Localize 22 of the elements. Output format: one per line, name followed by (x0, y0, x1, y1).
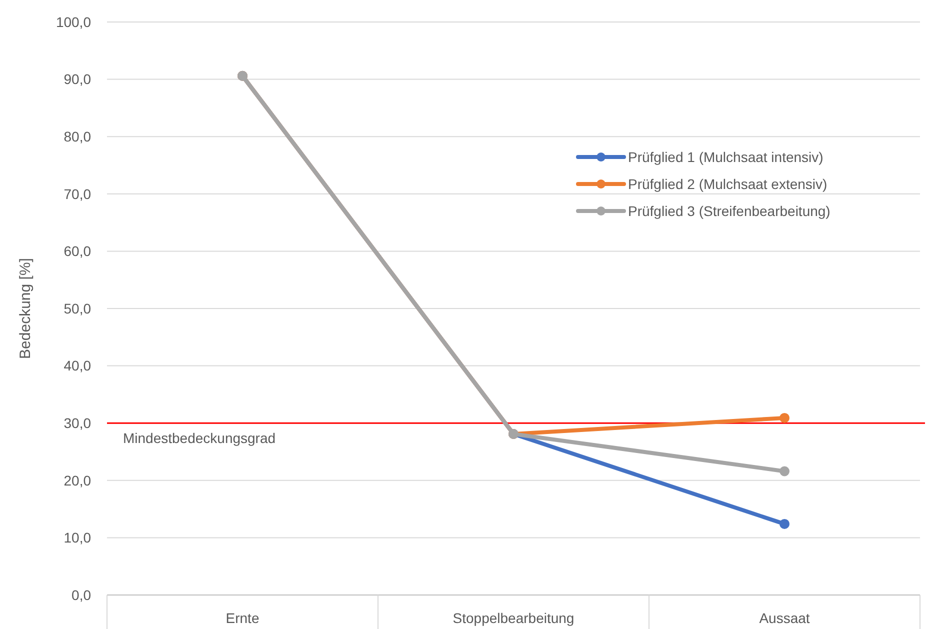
y-axis-title: Bedeckung [%] (17, 258, 34, 359)
legend-label: Prüfglied 3 (Streifenbearbeitung) (628, 202, 830, 219)
y-tick-label: 0,0 (72, 586, 92, 603)
y-tick-label: 20,0 (64, 472, 92, 488)
legend-label: Prüfglied 2 (Mulchsaat extensiv) (628, 176, 828, 192)
point (780, 466, 790, 476)
y-tick-label: 60,0 (64, 243, 92, 260)
legend-label: Prüfglied 1 (Mulchsaat intensiv) (628, 148, 824, 165)
y-tick-label: 50,0 (64, 300, 92, 316)
ref-line-label: Mindestbedeckungsgrad (123, 430, 276, 446)
x-tick-label: Ernte (226, 610, 260, 626)
y-tick-label: 80,0 (64, 128, 92, 144)
point (780, 412, 790, 423)
x-tick-label: Aussaat (759, 610, 810, 626)
y-tick-label: 90,0 (64, 71, 92, 88)
y-tick-label: 70,0 (64, 186, 92, 202)
y-tick-label: 40,0 (64, 358, 92, 374)
y-tick-label: 30,0 (64, 415, 92, 431)
y-tick-label: 100,0 (56, 14, 92, 30)
y-tick-label: 10,0 (64, 530, 92, 546)
point (780, 518, 790, 529)
x-tick-label: Stoppelbearbeitung (452, 610, 574, 626)
